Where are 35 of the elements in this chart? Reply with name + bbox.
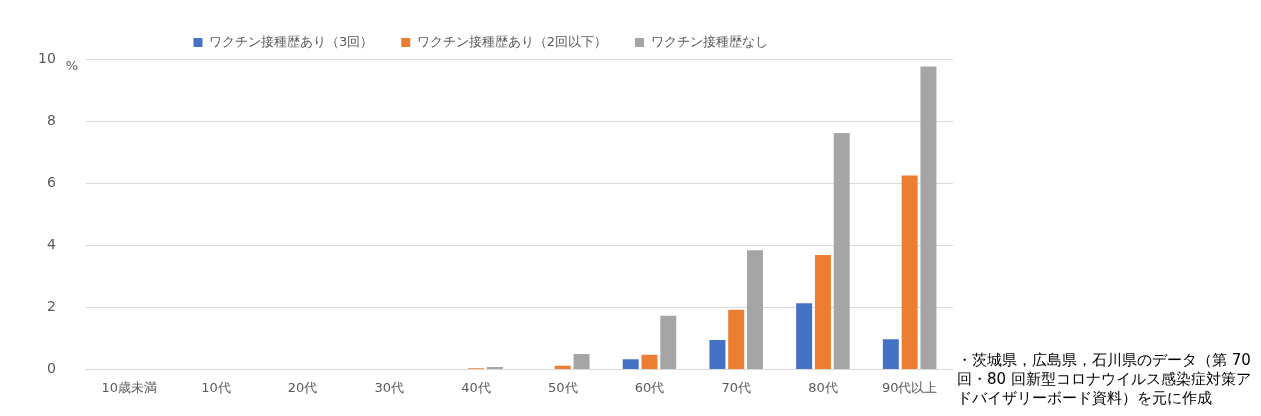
legend-label: ワクチン接種歴あり（3回）: [208, 33, 374, 49]
x-tick-label: 20代: [287, 379, 318, 395]
bar: [641, 354, 658, 370]
bar: [882, 339, 899, 370]
y-tick-label: 8: [46, 111, 56, 128]
y-tick-label: 2: [46, 298, 56, 315]
bar: [796, 303, 813, 370]
x-tick-label: 50代: [547, 379, 578, 395]
x-tick-label: 70代: [721, 379, 751, 395]
x-tick-label: 40代: [461, 379, 491, 395]
x-tick-label: 60代: [634, 379, 665, 395]
x-tick-label: 10代: [201, 379, 231, 395]
bar: [622, 359, 639, 370]
bar: [709, 340, 726, 370]
bar: [901, 175, 918, 370]
legend-label: ワクチン接種歴あり（2回以下）: [416, 33, 608, 49]
bar: [833, 132, 850, 370]
bar: [814, 254, 831, 370]
x-tick-label: 10歳未満: [101, 379, 157, 395]
bar: [660, 315, 677, 370]
bar: [728, 309, 745, 370]
bar: [920, 66, 937, 370]
legend-label: ワクチン接種歴なし: [650, 33, 768, 49]
bar: [747, 250, 763, 370]
y-tick-label: 6: [46, 173, 56, 190]
x-tick-label: 80代: [808, 379, 838, 395]
y-axis-title: %: [65, 58, 79, 74]
x-tick-label: 90代以上: [881, 379, 938, 395]
x-tick-label: 30代: [374, 379, 405, 395]
y-tick-label: 10: [37, 49, 56, 66]
y-tick-label: 0: [46, 360, 56, 377]
y-tick-label: 4: [46, 236, 56, 252]
bar: [573, 354, 590, 370]
bar: [554, 365, 571, 370]
text: ・茨城県，広島県，石川県のデータ（第 70 回・80 回新型コロナウイルス感染症対策アドバイザリーボード資料）を元に作成: [957, 351, 1252, 408]
